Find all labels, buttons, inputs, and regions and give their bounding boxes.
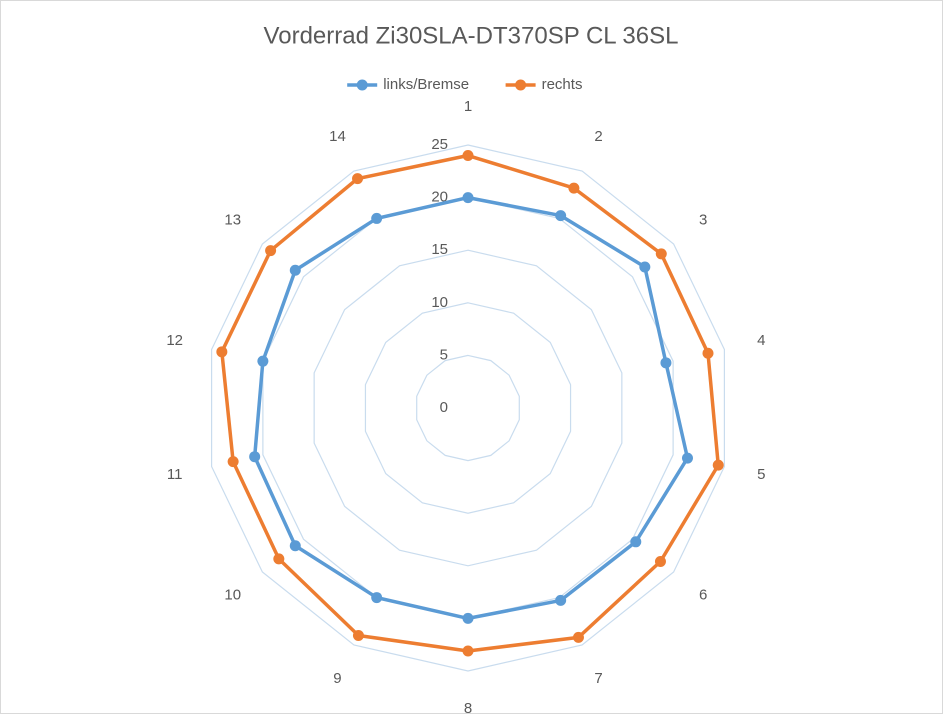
category-label: 8 (464, 700, 472, 714)
data-point (216, 346, 228, 358)
data-point (654, 555, 666, 567)
data-point (249, 451, 261, 463)
category-label: 5 (757, 466, 765, 483)
chart-title: Vorderrad Zi30SLA-DT370SP CL 36SL (264, 22, 679, 49)
grid-ring (416, 354, 520, 462)
data-point (702, 347, 714, 359)
data-point (568, 182, 580, 194)
data-point (352, 629, 364, 641)
category-label: 1 (464, 98, 472, 115)
data-point (681, 452, 693, 464)
data-point (289, 540, 301, 552)
category-label: 10 (224, 587, 241, 604)
data-point (660, 357, 672, 369)
category-label: 9 (333, 670, 341, 687)
data-point (371, 592, 383, 604)
category-label: 3 (699, 211, 707, 228)
category-label: 12 (166, 332, 183, 349)
legend-label: links/Bremse (383, 76, 469, 93)
category-label: 2 (594, 128, 602, 145)
data-point (655, 248, 667, 260)
data-point (273, 553, 285, 565)
data-point (630, 536, 642, 548)
data-point (265, 245, 277, 257)
data-point (712, 459, 724, 471)
legend-label: rechts (542, 76, 583, 93)
r-tick-label: 20 (431, 189, 448, 206)
grid-ring (210, 144, 726, 672)
data-point (639, 261, 651, 273)
grid-ring (364, 302, 572, 514)
r-tick-label: 5 (440, 346, 448, 363)
category-label: 11 (167, 466, 183, 483)
data-point (555, 210, 567, 222)
category-label: 6 (699, 587, 707, 604)
data-point (257, 355, 269, 367)
data-point (352, 173, 364, 185)
data-point (572, 631, 584, 643)
category-label: 13 (224, 211, 241, 228)
legend-marker (515, 79, 527, 91)
category-label: 4 (757, 332, 765, 349)
data-point (371, 212, 383, 224)
legend-marker (356, 79, 368, 91)
data-point (227, 456, 239, 468)
r-tick-label: 0 (440, 399, 448, 416)
grid-ring (313, 249, 623, 567)
category-label: 7 (594, 670, 602, 687)
data-point (462, 150, 474, 162)
r-tick-label: 15 (431, 241, 448, 258)
data-point (289, 264, 301, 276)
r-tick-label: 10 (431, 294, 448, 311)
category-label: 14 (329, 128, 346, 145)
data-point (462, 612, 474, 624)
r-tick-label: 25 (431, 136, 448, 153)
data-point (555, 594, 567, 606)
data-point (462, 192, 474, 204)
data-point (462, 645, 474, 657)
